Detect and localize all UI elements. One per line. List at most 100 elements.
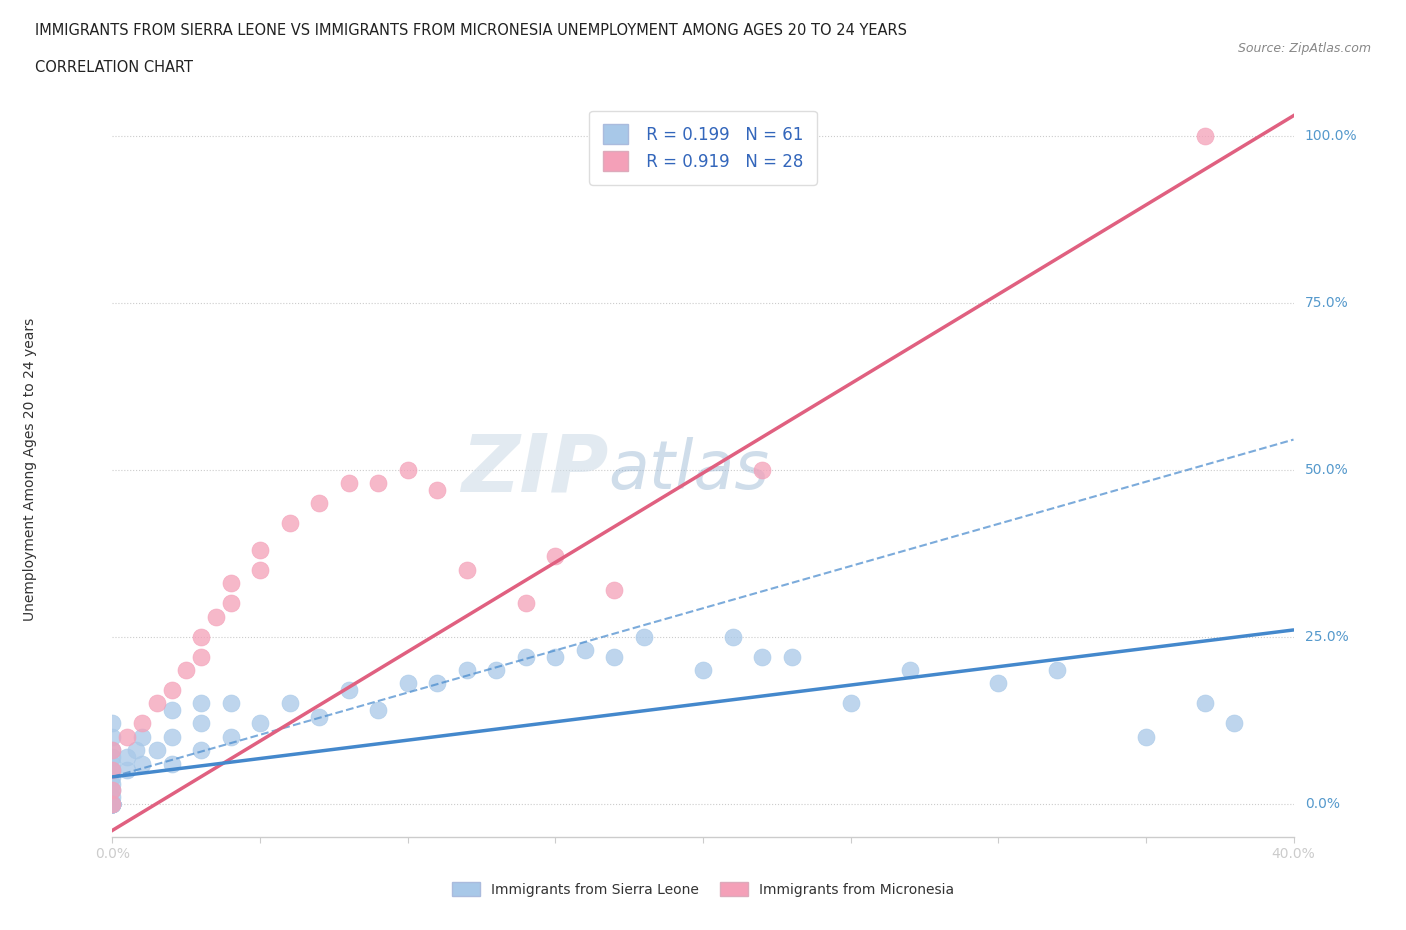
Point — [101, 783, 124, 798]
Point — [1046, 662, 1069, 677]
Point — [249, 563, 271, 578]
Point — [101, 796, 124, 811]
Point — [160, 729, 183, 744]
Point — [839, 696, 862, 711]
Point — [456, 563, 478, 578]
Point — [101, 796, 124, 811]
Point — [101, 763, 124, 777]
Point — [101, 796, 124, 811]
Point — [219, 576, 242, 591]
Text: 50.0%: 50.0% — [1305, 462, 1348, 477]
Point — [117, 763, 138, 777]
Point — [101, 750, 124, 764]
Point — [101, 716, 124, 731]
Point — [101, 743, 124, 758]
Point — [544, 549, 567, 564]
Point — [337, 683, 360, 698]
Point — [101, 783, 124, 798]
Text: 0.0%: 0.0% — [1305, 797, 1340, 811]
Point — [219, 696, 242, 711]
Point — [426, 483, 449, 498]
Point — [101, 796, 124, 811]
Point — [125, 743, 148, 758]
Point — [456, 662, 478, 677]
Point — [633, 630, 655, 644]
Point — [515, 596, 537, 611]
Point — [101, 796, 124, 811]
Point — [1223, 716, 1246, 731]
Point — [190, 630, 212, 644]
Point — [117, 729, 138, 744]
Point — [146, 696, 169, 711]
Point — [367, 475, 389, 490]
Point — [101, 796, 124, 811]
Point — [396, 676, 419, 691]
Text: ZIP: ZIP — [461, 431, 609, 509]
Point — [219, 596, 242, 611]
Point — [721, 630, 744, 644]
Point — [308, 496, 330, 511]
Point — [101, 796, 124, 811]
Point — [278, 696, 301, 711]
Point — [146, 743, 169, 758]
Point — [898, 662, 921, 677]
Point — [603, 649, 626, 664]
Point — [278, 515, 301, 530]
Point — [780, 649, 803, 664]
Text: atlas: atlas — [609, 437, 769, 502]
Point — [426, 676, 449, 691]
Text: 25.0%: 25.0% — [1305, 630, 1348, 644]
Text: IMMIGRANTS FROM SIERRA LEONE VS IMMIGRANTS FROM MICRONESIA UNEMPLOYMENT AMONG AG: IMMIGRANTS FROM SIERRA LEONE VS IMMIGRAN… — [35, 23, 907, 38]
Point — [1135, 729, 1157, 744]
Point — [205, 609, 228, 624]
Point — [101, 796, 124, 811]
Point — [190, 743, 212, 758]
Point — [101, 769, 124, 784]
Point — [1194, 696, 1216, 711]
Point — [101, 743, 124, 758]
Text: 100.0%: 100.0% — [1305, 128, 1357, 142]
Point — [190, 716, 212, 731]
Point — [101, 777, 124, 791]
Point — [101, 790, 124, 804]
Point — [485, 662, 508, 677]
Point — [308, 710, 330, 724]
Point — [101, 729, 124, 744]
Point — [101, 756, 124, 771]
Legend: Immigrants from Sierra Leone, Immigrants from Micronesia: Immigrants from Sierra Leone, Immigrants… — [446, 875, 960, 904]
Point — [101, 796, 124, 811]
Point — [174, 662, 197, 677]
Point — [751, 649, 773, 664]
Point — [160, 703, 183, 718]
Point — [101, 796, 124, 811]
Text: 75.0%: 75.0% — [1305, 296, 1348, 310]
Point — [367, 703, 389, 718]
Point — [190, 696, 212, 711]
Point — [190, 649, 212, 664]
Point — [515, 649, 537, 664]
Point — [987, 676, 1010, 691]
Point — [337, 475, 360, 490]
Point — [751, 462, 773, 477]
Text: Source: ZipAtlas.com: Source: ZipAtlas.com — [1237, 42, 1371, 55]
Point — [249, 542, 271, 557]
Text: Unemployment Among Ages 20 to 24 years: Unemployment Among Ages 20 to 24 years — [22, 318, 37, 621]
Point — [101, 763, 124, 777]
Text: CORRELATION CHART: CORRELATION CHART — [35, 60, 193, 75]
Point — [249, 716, 271, 731]
Point — [117, 750, 138, 764]
Point — [131, 729, 153, 744]
Point — [544, 649, 567, 664]
Point — [131, 756, 153, 771]
Point — [1194, 128, 1216, 143]
Point — [219, 729, 242, 744]
Point — [160, 683, 183, 698]
Point — [101, 796, 124, 811]
Point — [396, 462, 419, 477]
Point — [131, 716, 153, 731]
Point — [692, 662, 714, 677]
Point — [160, 756, 183, 771]
Point — [101, 796, 124, 811]
Point — [101, 796, 124, 811]
Point — [603, 582, 626, 597]
